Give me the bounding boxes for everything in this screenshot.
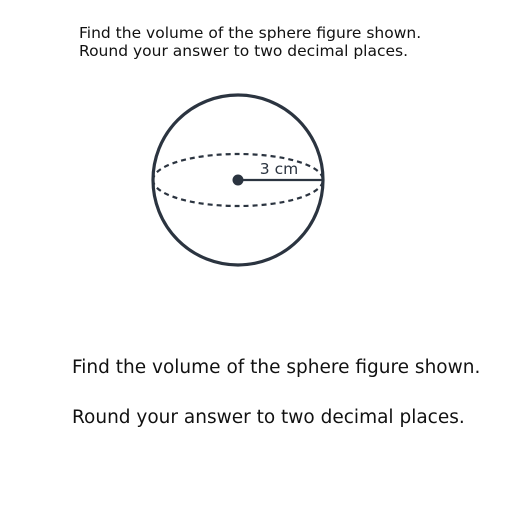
equator-front-dashed bbox=[151, 179, 325, 208]
question-prompt: Find the volume of the sphere figure sho… bbox=[79, 24, 421, 60]
question-line-1: Find the volume of the sphere figure sho… bbox=[79, 24, 422, 42]
center-point bbox=[232, 174, 244, 186]
equator-back-dashed bbox=[151, 152, 325, 181]
question-line-2: Round your answer to two decimal places. bbox=[79, 42, 409, 60]
sphere-figure: 3 cm bbox=[151, 93, 325, 267]
instruction-line-1: Find the volume of the sphere figure sho… bbox=[72, 357, 481, 378]
instruction-line-2: Round your answer to two decimal places. bbox=[72, 407, 465, 428]
radius-label: 3 cm bbox=[260, 160, 298, 178]
